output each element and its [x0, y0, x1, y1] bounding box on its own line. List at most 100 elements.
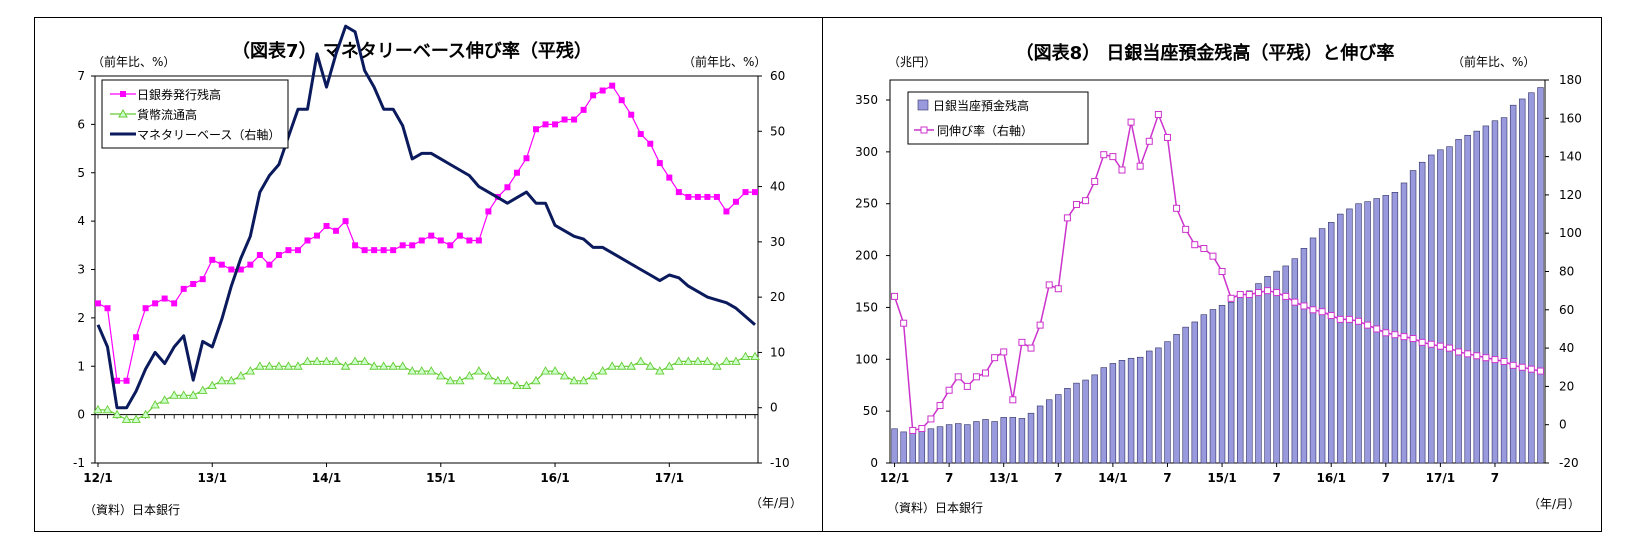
data-point-banknotes [114, 377, 121, 384]
bar-current-account [1409, 170, 1417, 464]
x-tick-label: 7 [1382, 471, 1390, 485]
bar-current-account [1091, 374, 1098, 464]
bar-current-account [1109, 363, 1117, 464]
data-point-coins [140, 409, 151, 419]
data-point-banknotes [533, 126, 539, 133]
data-point-coins [436, 371, 446, 380]
data-point-growth [1091, 177, 1099, 185]
data-point-coins [102, 404, 113, 414]
x-tick-label: 14/1 [312, 471, 341, 485]
left-axis-unit: （兆円） [888, 55, 936, 69]
data-point-coins [569, 375, 579, 385]
bar-current-account [1073, 382, 1080, 464]
bar-current-account [1246, 290, 1253, 464]
data-point-banknotes [123, 377, 130, 384]
series-line-growth [893, 112, 1541, 432]
bar-current-account [1082, 379, 1089, 464]
bar-current-account [1237, 294, 1244, 464]
bar-current-account [1155, 347, 1162, 464]
bar-current-account [1173, 334, 1180, 464]
bar-current-account [1428, 154, 1435, 464]
bar-current-account [1473, 130, 1480, 464]
series-line [98, 356, 755, 421]
source-note: （資料）日本銀行 [84, 503, 180, 517]
data-point-banknotes [552, 121, 559, 128]
data-point-banknotes [237, 266, 244, 273]
bar-current-account [1018, 418, 1026, 464]
data-point-coins [455, 375, 465, 385]
data-point-banknotes [228, 266, 235, 273]
data-point-coins [359, 356, 370, 365]
data-point-growth [1218, 268, 1226, 275]
data-point-banknotes [723, 208, 730, 215]
right-tick-label: 60 [1559, 303, 1574, 317]
data-point-banknotes [590, 92, 597, 99]
data-point-banknotes [190, 281, 197, 288]
data-point-coins [683, 356, 694, 365]
data-point-banknotes [342, 218, 349, 225]
data-point-growth [1000, 348, 1008, 356]
data-point-coins [331, 356, 341, 365]
bar-current-account [1218, 305, 1226, 464]
bar-current-account [1509, 104, 1517, 464]
left-tick-label: 250 [855, 197, 878, 211]
data-point-banknotes [647, 140, 654, 147]
data-point-coins [397, 361, 408, 370]
data-point-coins [445, 375, 456, 385]
chart-title: （図表8） 日銀当座預金残高（平残）と伸び率 [1016, 42, 1395, 64]
data-point-growth [1418, 338, 1426, 346]
data-point-banknotes [199, 276, 206, 283]
data-point-banknotes [466, 237, 473, 244]
data-point-coins [426, 366, 437, 375]
data-point-coins [226, 375, 237, 385]
left-tick-label: 1 [77, 359, 85, 373]
bar-current-account [1136, 356, 1144, 464]
data-point-growth [918, 425, 926, 433]
bar-current-account [1182, 326, 1189, 464]
data-point-banknotes [752, 189, 758, 196]
data-point-coins [750, 351, 760, 361]
bar-current-account [1027, 412, 1035, 464]
source-note: （資料）日本銀行 [887, 501, 983, 515]
data-point-coins [321, 356, 332, 365]
data-point-coins [407, 366, 417, 375]
data-point-growth [1163, 133, 1171, 141]
data-point-coins [702, 356, 713, 365]
data-point-coins [512, 380, 522, 390]
right-tick-label: 0 [1559, 418, 1567, 432]
data-point-coins [607, 361, 617, 370]
data-point-growth [1018, 338, 1026, 346]
data-point-banknotes [218, 261, 225, 268]
legend-marker-growth [920, 126, 928, 134]
data-point-growth [1364, 321, 1372, 329]
data-point-banknotes [656, 160, 663, 167]
data-point-coins [112, 409, 122, 419]
data-point-growth [1145, 137, 1153, 145]
data-point-growth [1054, 285, 1062, 293]
data-point-coins [264, 361, 275, 370]
data-point-growth [1082, 197, 1090, 205]
bar-current-account [1418, 161, 1426, 464]
data-point-coins [712, 361, 722, 370]
data-point-banknotes [399, 242, 406, 249]
data-point-banknotes [323, 222, 330, 229]
data-point-banknotes [523, 155, 530, 162]
left-tick-label: 5 [77, 166, 85, 180]
left-tick-label: 350 [855, 93, 878, 107]
data-point-banknotes [580, 106, 587, 113]
data-point-banknotes [333, 227, 340, 234]
bar-current-account [1064, 388, 1071, 464]
data-point-growth [1264, 287, 1272, 295]
data-point-coins [340, 361, 351, 370]
data-point-coins [178, 390, 189, 399]
data-point-growth [1500, 358, 1508, 366]
data-point-growth [972, 373, 980, 381]
left-axis-unit: （前年比、%） [92, 54, 175, 69]
data-point-growth [891, 292, 899, 300]
x-tick-label: 7 [1163, 471, 1171, 485]
bar-current-account [1537, 87, 1544, 464]
data-point-growth [1527, 365, 1535, 373]
data-point-banknotes [285, 247, 292, 254]
